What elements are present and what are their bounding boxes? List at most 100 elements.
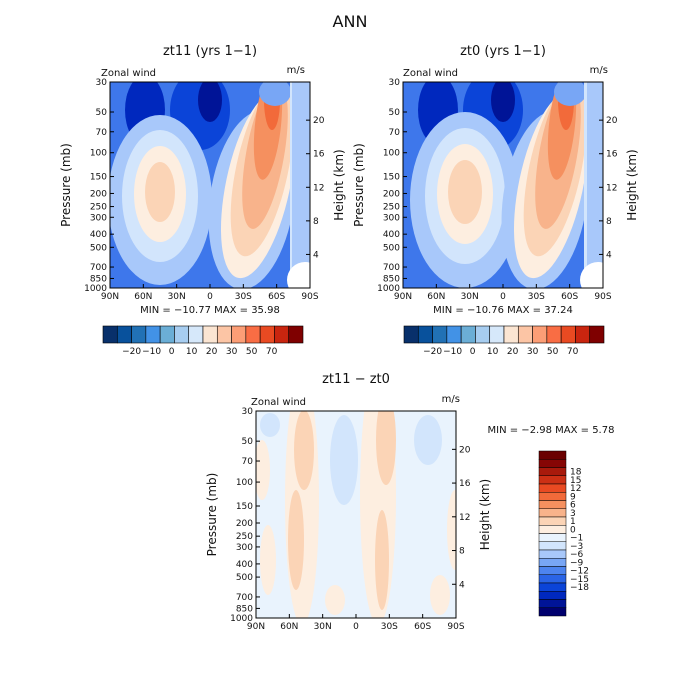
colorbar-label: 30	[527, 347, 539, 357]
colorbar-label: −12	[570, 567, 589, 577]
contour-field	[403, 82, 603, 288]
colorbar-label: −6	[570, 550, 584, 560]
panel-title: zt11 − zt0	[322, 372, 390, 387]
colorbar: −20 −10 0 10 20 30 50 70	[102, 325, 304, 357]
y-tick-label: 250	[383, 203, 400, 213]
y-tick-label: 400	[383, 230, 400, 240]
colorbar-swatch	[145, 325, 161, 344]
y-tick-label: 200	[90, 189, 107, 199]
colorbar-swatch	[538, 508, 567, 518]
y-tick-label: 250	[90, 203, 107, 213]
colorbar-label: 9	[570, 492, 576, 502]
y-tick-label: 500	[236, 573, 253, 583]
figure-title: ANN	[333, 12, 368, 31]
colorbar-swatch	[538, 607, 567, 617]
colorbar-swatch	[460, 325, 476, 344]
height-tick-label: 12	[606, 183, 617, 193]
colorbar-label: 20	[507, 347, 519, 357]
height-tick-label: 20	[313, 116, 325, 126]
contour-field	[110, 82, 310, 288]
colorbar-swatch	[538, 450, 567, 460]
x-tick-label: 90S	[301, 292, 318, 302]
colorbar-swatch	[503, 325, 519, 344]
y-tick-label: 700	[90, 263, 107, 273]
panel-zt0: zt0 (yrs 1−1) Zonal wind m/s 90N 60N 30N 0 3	[352, 44, 639, 357]
y-tick-label: 850	[90, 274, 107, 284]
colorbar-swatch	[288, 325, 304, 344]
y-tick-label: 50	[96, 108, 108, 118]
colorbar-label: −15	[570, 575, 589, 585]
colorbar-label: 3	[570, 509, 576, 519]
x-tick-label: 30S	[235, 292, 252, 302]
y-tick-label: 150	[236, 502, 253, 512]
colorbar-label: −20	[423, 347, 442, 357]
colorbar-swatch	[538, 483, 567, 493]
y-tick-label: 400	[90, 230, 107, 240]
colorbar-swatch	[417, 325, 433, 344]
colorbar-swatch	[102, 325, 118, 344]
colorbar-label: 30	[226, 347, 238, 357]
colorbar-swatch	[538, 467, 567, 476]
height-tick-label: 8	[459, 547, 465, 557]
field-label: Zonal wind	[403, 68, 458, 79]
colorbar-swatch	[538, 591, 567, 600]
y-tick-label: 1000	[377, 284, 400, 294]
colorbar-label: −20	[122, 347, 141, 357]
height-tick-label: 8	[313, 217, 319, 227]
colorbar-label: −10	[443, 347, 462, 357]
y-tick-label: 500	[383, 243, 400, 253]
colorbar-swatch	[188, 325, 204, 344]
colorbar-label: −3	[570, 542, 583, 552]
colorbar-swatch	[538, 558, 567, 567]
y-tick-label: 400	[236, 560, 253, 570]
colorbar-label: 0	[470, 347, 476, 357]
colorbar-swatch	[538, 541, 567, 551]
y-tick-label: 700	[383, 263, 400, 273]
height-tick-label: 16	[459, 479, 471, 489]
colorbar-swatch	[174, 325, 190, 344]
colorbar-swatch	[446, 325, 462, 344]
y-tick-label: 200	[236, 519, 253, 529]
colorbar-swatch	[538, 459, 567, 468]
colorbar-swatch	[532, 325, 548, 344]
colorbar-swatch	[245, 325, 261, 344]
colorbar-swatch	[538, 599, 567, 608]
height-tick-label: 16	[313, 150, 325, 160]
x-tick-label: 60N	[280, 622, 298, 632]
colorbar-label: −1	[570, 534, 583, 544]
height-axis-label: Height (km)	[332, 149, 346, 220]
height-axis-label: Height (km)	[625, 149, 639, 220]
y-tick-label: 30	[96, 78, 108, 88]
colorbar-swatch	[538, 582, 567, 592]
y-tick-label: 200	[383, 189, 400, 199]
x-tick-label: 90S	[594, 292, 611, 302]
x-tick-label: 60S	[268, 292, 285, 302]
y-tick-label: 50	[242, 437, 254, 447]
colorbar-swatch	[259, 325, 275, 344]
field-label: Zonal wind	[101, 68, 156, 79]
colorbar-swatch	[538, 566, 567, 575]
colorbar-swatch	[517, 325, 533, 344]
height-tick-label: 16	[606, 150, 618, 160]
y-axis-label: Pressure (mb)	[352, 143, 366, 227]
panel-title: zt11 (yrs 1−1)	[163, 44, 257, 59]
y-tick-label: 250	[236, 532, 253, 542]
y-tick-label: 70	[96, 128, 108, 138]
colorbar-swatch	[538, 516, 567, 526]
height-tick-label: 8	[606, 217, 612, 227]
y-tick-label: 150	[383, 173, 400, 183]
y-tick-label: 30	[242, 407, 254, 417]
y-tick-label: 850	[383, 274, 400, 284]
panel-difference: zt11 − zt0 Zonal wind m/s 90N 60N 30N 0 30S 6…	[205, 372, 614, 632]
x-tick-label: 0	[353, 622, 359, 632]
colorbar-label: 20	[206, 347, 218, 357]
x-tick-label: 60S	[414, 622, 431, 632]
y-tick-label: 100	[236, 478, 253, 488]
height-tick-label: 20	[606, 116, 618, 126]
x-tick-label: 60S	[561, 292, 578, 302]
x-tick-label: 90S	[447, 622, 464, 632]
colorbar-label: −9	[570, 558, 584, 568]
colorbar: −20 −10 0 10 20 30 50 70	[403, 325, 605, 357]
